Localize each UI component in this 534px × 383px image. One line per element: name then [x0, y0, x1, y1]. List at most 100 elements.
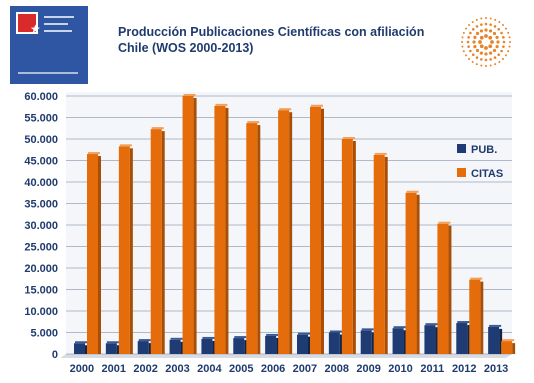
bar-side — [180, 341, 184, 354]
bar-top — [489, 324, 502, 327]
x-tick-label: 2009 — [356, 363, 380, 375]
logo-dot — [495, 35, 499, 40]
bar-side — [371, 332, 375, 354]
logo-dot — [490, 40, 494, 44]
logo-dot — [488, 51, 493, 55]
y-tick-label: 25.000 — [24, 242, 58, 254]
bar-pub — [424, 325, 436, 354]
bar-top — [393, 326, 406, 329]
y-tick-label: 20.000 — [24, 263, 58, 275]
logo-dot — [475, 18, 478, 21]
logo-dot — [461, 36, 464, 39]
bar-citas — [87, 154, 98, 354]
web-of-knowledge-mark — [461, 17, 511, 67]
y-tick-label: 55.000 — [24, 113, 58, 125]
logo-dot — [465, 27, 468, 30]
logo-dot — [488, 29, 493, 33]
y-tick-label: 15.000 — [24, 285, 58, 297]
bar-top — [170, 337, 183, 340]
logo-dot — [485, 65, 487, 67]
logo-dot — [498, 21, 501, 24]
bar-top — [311, 104, 323, 107]
bar-top — [106, 341, 119, 344]
logo-dot — [468, 57, 471, 60]
bar-top — [75, 341, 87, 344]
logo-dot — [461, 45, 464, 48]
y-tick-label: 0 — [52, 349, 58, 361]
logo-dot — [484, 22, 488, 26]
x-tick-label: 2004 — [197, 363, 222, 375]
bar-citas — [118, 146, 130, 354]
logo-text-line — [18, 72, 78, 74]
logo-dot — [507, 50, 510, 53]
logo-dot — [479, 29, 484, 33]
bar-side — [193, 98, 197, 354]
bar-top — [266, 333, 279, 336]
bar-top — [298, 332, 310, 335]
y-tick-label: 30.000 — [24, 220, 58, 232]
logo-dot — [501, 57, 504, 60]
bar-top — [457, 321, 470, 324]
logo-dot — [501, 24, 504, 27]
bar-side — [416, 194, 420, 354]
chart-title-line-1: Producción Publicaciones Científicas con… — [118, 25, 425, 39]
bar-citas — [437, 223, 449, 354]
logo-dot — [475, 48, 480, 53]
logo-dot — [475, 63, 478, 66]
x-tick-label: 2005 — [229, 363, 253, 375]
logo-dot — [500, 31, 503, 35]
bar-top — [202, 336, 215, 339]
logo-dot — [467, 45, 470, 48]
x-tick-label: 2012 — [452, 363, 476, 375]
logo-dot — [484, 52, 488, 56]
bar-side — [85, 345, 88, 354]
bar-side — [289, 112, 293, 354]
bar-citas — [246, 123, 258, 354]
flag-emblem: ★ — [16, 12, 41, 35]
bar-pub — [265, 335, 277, 354]
logo-dot — [484, 46, 488, 50]
bar-top — [279, 108, 292, 111]
bar-pub — [328, 332, 340, 354]
logo-text-line — [44, 23, 68, 25]
x-tick-label: 2000 — [70, 363, 94, 375]
bar-top — [247, 121, 260, 124]
logo-dot — [488, 35, 493, 40]
bar-pub — [105, 343, 117, 354]
logo-dot — [462, 50, 465, 53]
logo-dot — [497, 53, 501, 57]
bar-pub — [233, 338, 245, 354]
logo-dot — [504, 27, 507, 30]
logo-dot — [467, 36, 470, 39]
bar-side — [244, 340, 248, 354]
bar-pub — [137, 341, 149, 354]
logo-dot — [465, 54, 468, 57]
bar-side — [384, 156, 388, 354]
bar-side — [148, 343, 152, 354]
logo-dot — [488, 44, 493, 49]
bar-citas — [182, 96, 194, 354]
logo-dot — [478, 40, 482, 44]
y-tick-label: 50.000 — [24, 134, 58, 146]
y-tick-label: 35.000 — [24, 199, 58, 211]
bar-top — [374, 152, 387, 155]
logo-dot — [493, 56, 497, 59]
chart-title: Producción Publicaciones Científicas con… — [118, 24, 428, 56]
chart-title-line-2: Chile (WOS 2000-2013) — [118, 41, 254, 55]
bar-top — [138, 339, 151, 342]
logo-dot — [489, 64, 492, 67]
bar-top — [119, 144, 132, 147]
logo-dot — [479, 44, 484, 49]
logo-dot — [500, 49, 503, 53]
logo-dot — [484, 28, 488, 32]
bar-pub — [392, 328, 404, 354]
logo-dot — [475, 25, 479, 28]
bar-citas — [341, 139, 353, 354]
logo-dot — [469, 31, 472, 35]
logo-dot — [471, 27, 475, 31]
logo-dot — [473, 35, 477, 40]
logo-dot — [461, 41, 463, 43]
logo-dot — [489, 58, 492, 61]
bar-side — [276, 337, 280, 354]
